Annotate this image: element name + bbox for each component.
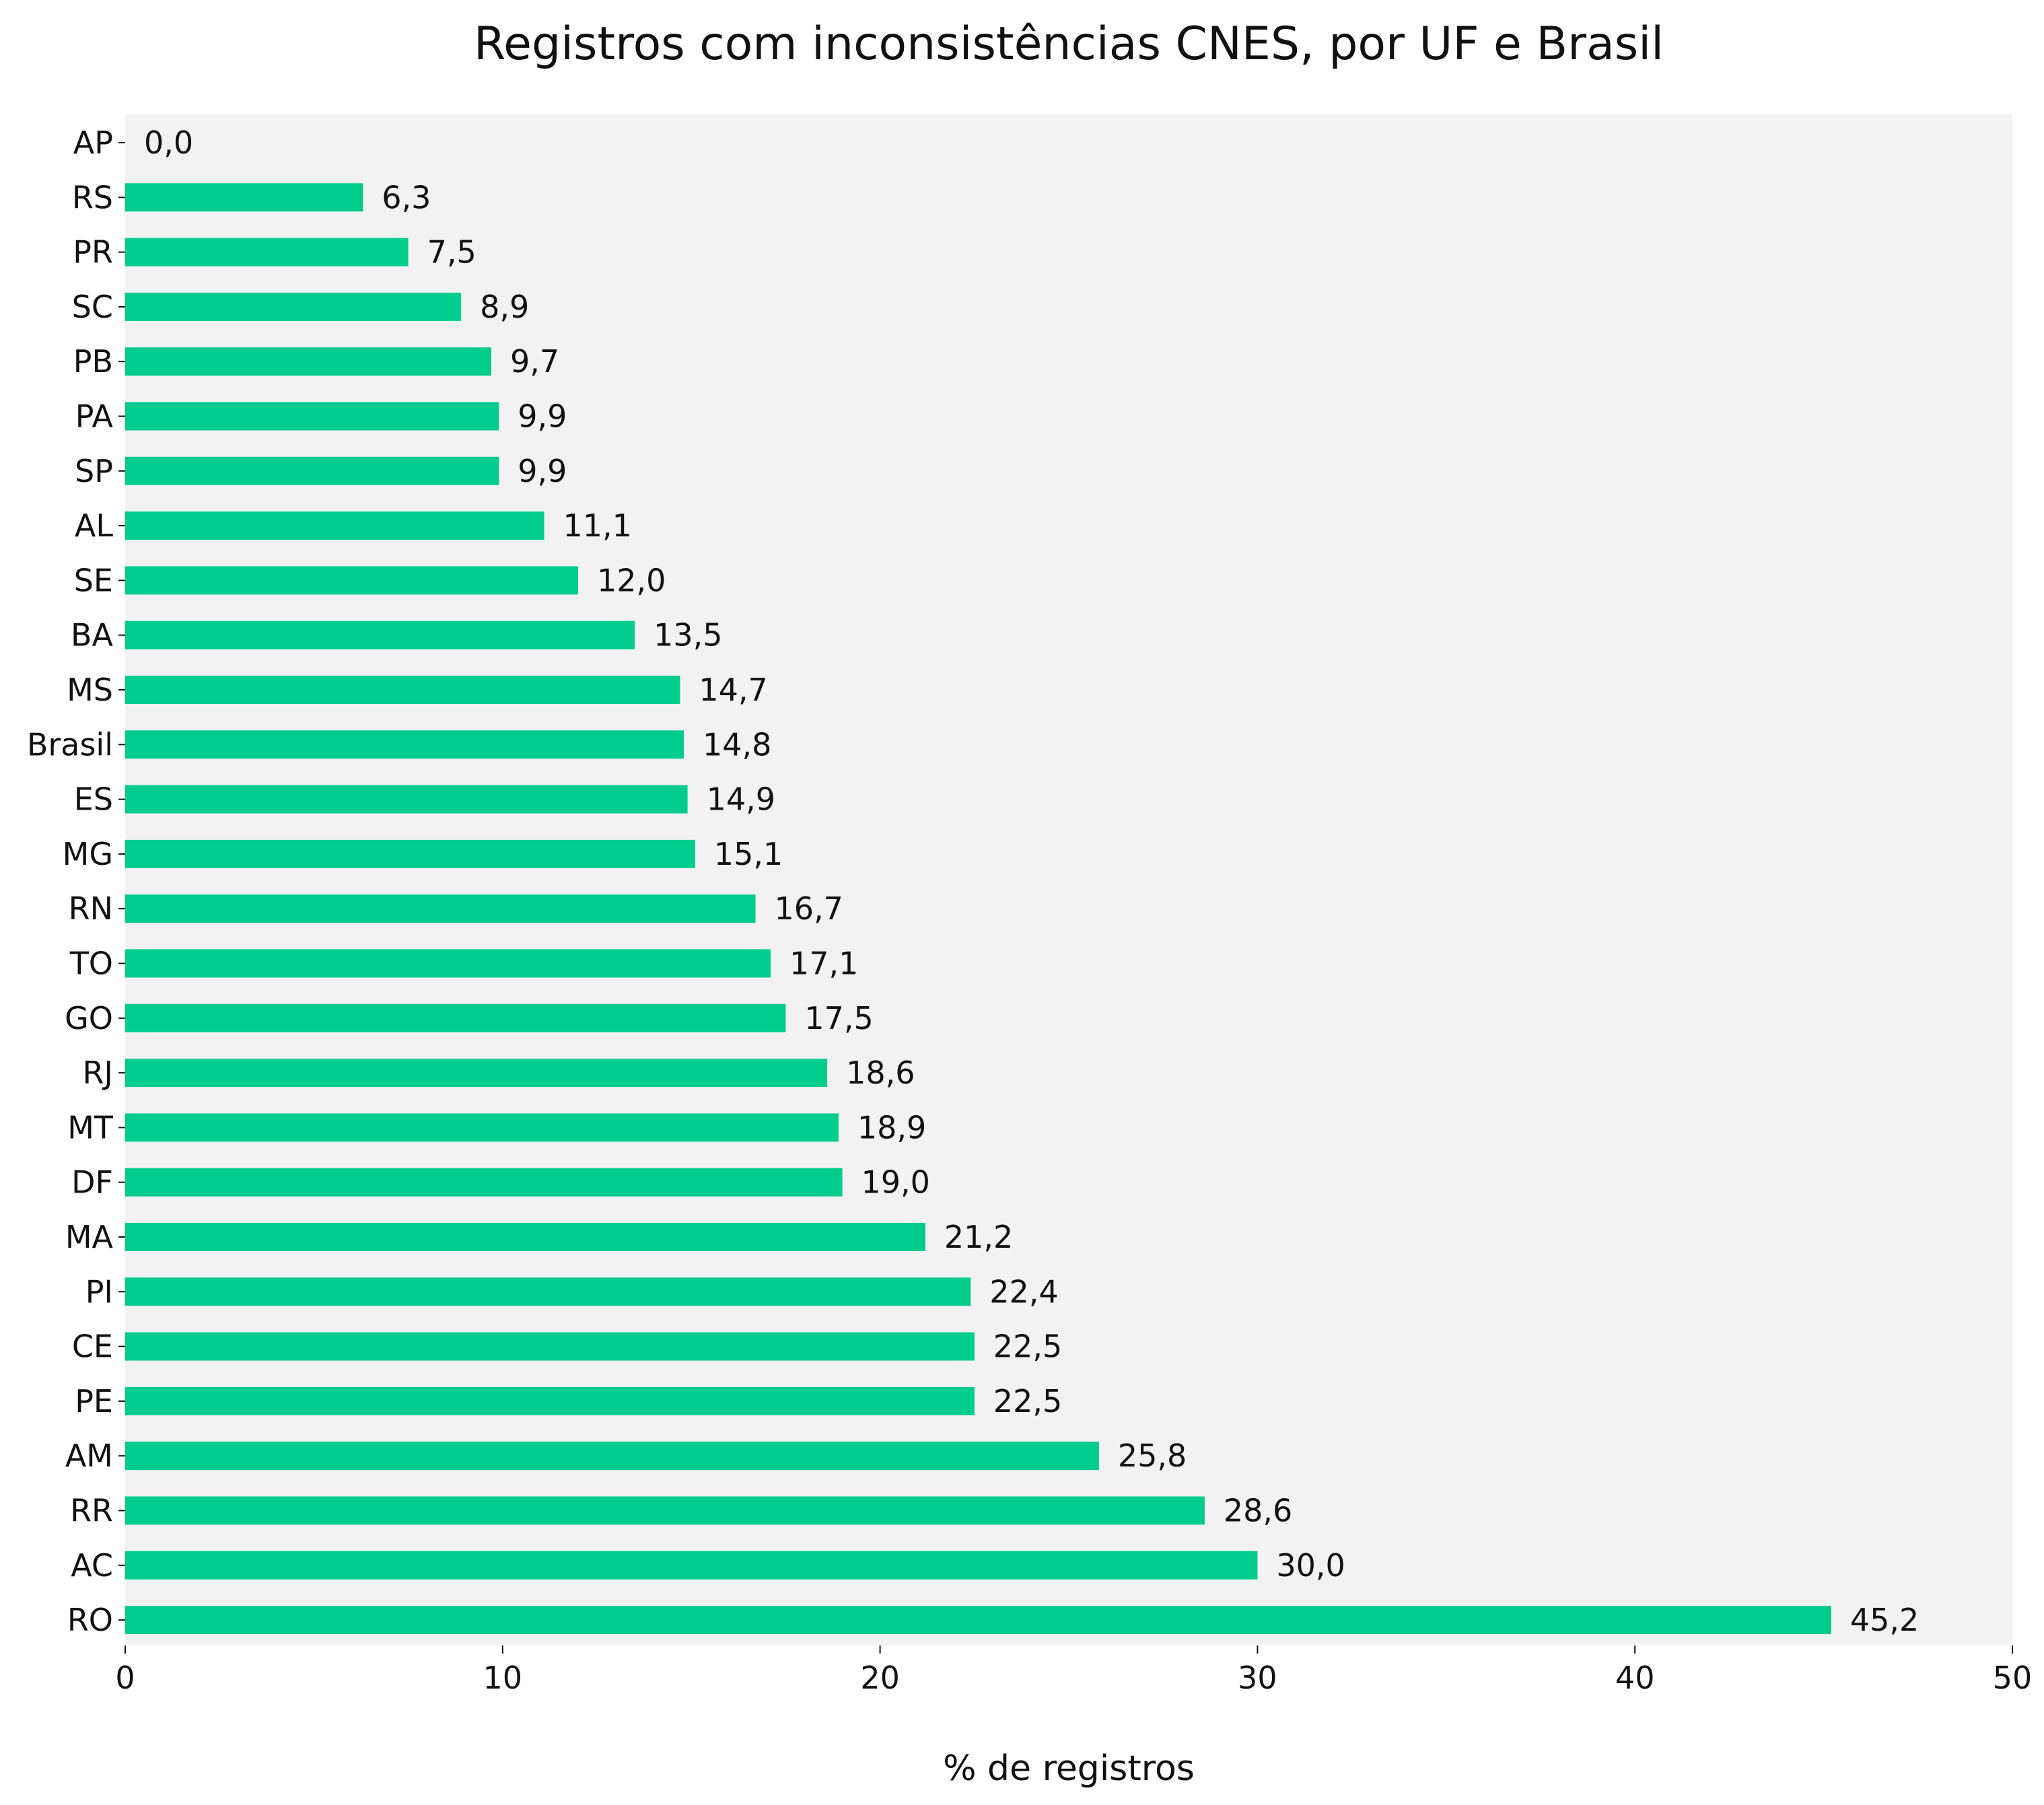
y-tick-label: RR	[70, 1493, 113, 1529]
bar-value-label: 9,9	[518, 453, 567, 489]
bar-value-label: 11,1	[563, 507, 631, 544]
value-labels: 0,0 6,3 7,58,9 9,7 9,9 9,9 11,1 12,0 13,5 14,7 14,…	[144, 125, 1919, 1638]
bar	[125, 402, 499, 431]
bar	[125, 1059, 828, 1088]
y-tick-label: SE	[74, 562, 113, 598]
y-tick-label: RS	[72, 179, 113, 215]
bar	[125, 183, 363, 212]
bar-value-label: 16,7	[775, 890, 843, 927]
bar	[125, 456, 499, 485]
bar-value-label: 28,6	[1224, 1493, 1292, 1529]
bar-value-label: 18,6	[846, 1055, 915, 1091]
bar-value-label: 14,7	[699, 672, 767, 708]
bar	[125, 292, 462, 321]
y-tick-label: GO	[65, 1000, 113, 1036]
y-tick-label: MS	[67, 672, 113, 708]
y-tick-label: AP	[73, 125, 113, 161]
bar-value-label: 14,8	[703, 726, 771, 763]
y-tick-label: TO	[69, 946, 113, 982]
bars-layer	[125, 183, 1831, 1635]
bar-value-label: 14,9	[707, 781, 775, 818]
y-tick-label: PE	[75, 1383, 113, 1419]
y-tick-label: PA	[75, 398, 114, 435]
bar-value-label: 22,4	[989, 1273, 1058, 1310]
bar-value-label: 21,2	[944, 1219, 1013, 1255]
bar	[125, 1606, 1831, 1635]
bar	[125, 949, 771, 978]
y-tick-label: Brasil	[27, 726, 113, 763]
y-tick-label: ES	[74, 781, 113, 818]
bar	[125, 1223, 925, 1251]
x-tick-label: 0	[115, 1660, 135, 1696]
bar	[125, 1003, 786, 1032]
bar-value-label: 19,0	[861, 1164, 930, 1201]
y-tick-label: SC	[72, 289, 113, 325]
bar-value-label: 0,0	[144, 125, 193, 161]
bar	[125, 1386, 975, 1415]
y-tick-label: MG	[63, 836, 113, 872]
y-tick-label: MT	[67, 1109, 114, 1145]
bar-value-label: 9,7	[510, 343, 559, 380]
bar	[125, 1277, 971, 1306]
bar	[125, 1551, 1258, 1580]
x-axis: 0 10 20 30 40 50	[115, 1645, 2032, 1696]
y-tick-label: BA	[71, 617, 114, 653]
bar-value-label: 15,1	[714, 836, 783, 872]
x-tick-label: 40	[1615, 1660, 1655, 1696]
bar-value-label: 12,0	[597, 562, 666, 598]
y-tick-label: AC	[71, 1547, 113, 1584]
x-tick-label: 10	[483, 1660, 523, 1696]
x-tick-label: 50	[1993, 1660, 2033, 1696]
bar-value-label: 45,2	[1850, 1602, 1919, 1638]
bar-value-label: 17,1	[789, 946, 858, 982]
chart-title: Registros com inconsistências CNES, por …	[474, 17, 1664, 71]
y-tick-label: SP	[75, 453, 113, 489]
y-tick-label: DF	[71, 1164, 113, 1201]
bar-value-label: 22,5	[993, 1329, 1062, 1365]
bar-value-label: 8,9	[480, 289, 529, 325]
bar-value-label: 22,5	[993, 1383, 1062, 1419]
plot-background	[125, 114, 2012, 1645]
y-tick-label: PI	[85, 1273, 113, 1310]
y-tick-label: RN	[69, 890, 113, 927]
y-tick-label: PR	[73, 234, 113, 271]
bar	[125, 1113, 839, 1142]
y-tick-label: RJ	[82, 1055, 113, 1091]
bar-value-label: 6,3	[382, 179, 431, 215]
bar	[125, 1442, 1099, 1471]
y-tick-label: CE	[72, 1329, 113, 1365]
y-tick-label: MA	[65, 1219, 114, 1255]
bar	[125, 1496, 1205, 1525]
y-tick-label: AM	[65, 1438, 113, 1474]
bar	[125, 785, 688, 814]
bar-value-label: 9,9	[518, 398, 567, 435]
bar	[125, 839, 695, 868]
bar	[125, 238, 409, 267]
y-axis-labels: AP RS PR SC PB PA SP AL SE BA MS Brasil ES MG RN TO GO RJ…	[27, 125, 125, 1638]
bar	[125, 894, 756, 923]
bar	[125, 347, 491, 376]
bar	[125, 1168, 843, 1197]
bar-value-label: 25,8	[1118, 1438, 1187, 1474]
y-tick-label: AL	[75, 507, 113, 544]
bar-value-label: 17,5	[804, 1000, 873, 1036]
bar	[125, 1332, 975, 1361]
bar	[125, 566, 578, 595]
x-tick-label: 20	[860, 1660, 900, 1696]
bar-value-label: 13,5	[654, 617, 722, 653]
bar-value-label: 30,0	[1276, 1547, 1345, 1584]
bar-value-label: 7,5	[427, 234, 477, 271]
bar	[125, 730, 684, 759]
bar-value-label: 18,9	[857, 1109, 926, 1145]
x-axis-title: % de registros	[943, 1748, 1195, 1789]
y-tick-label: RO	[67, 1602, 113, 1638]
y-tick-label: PB	[73, 343, 113, 380]
bar	[125, 676, 680, 704]
bar	[125, 511, 544, 540]
bar	[125, 621, 635, 649]
x-tick-label: 30	[1238, 1660, 1277, 1696]
